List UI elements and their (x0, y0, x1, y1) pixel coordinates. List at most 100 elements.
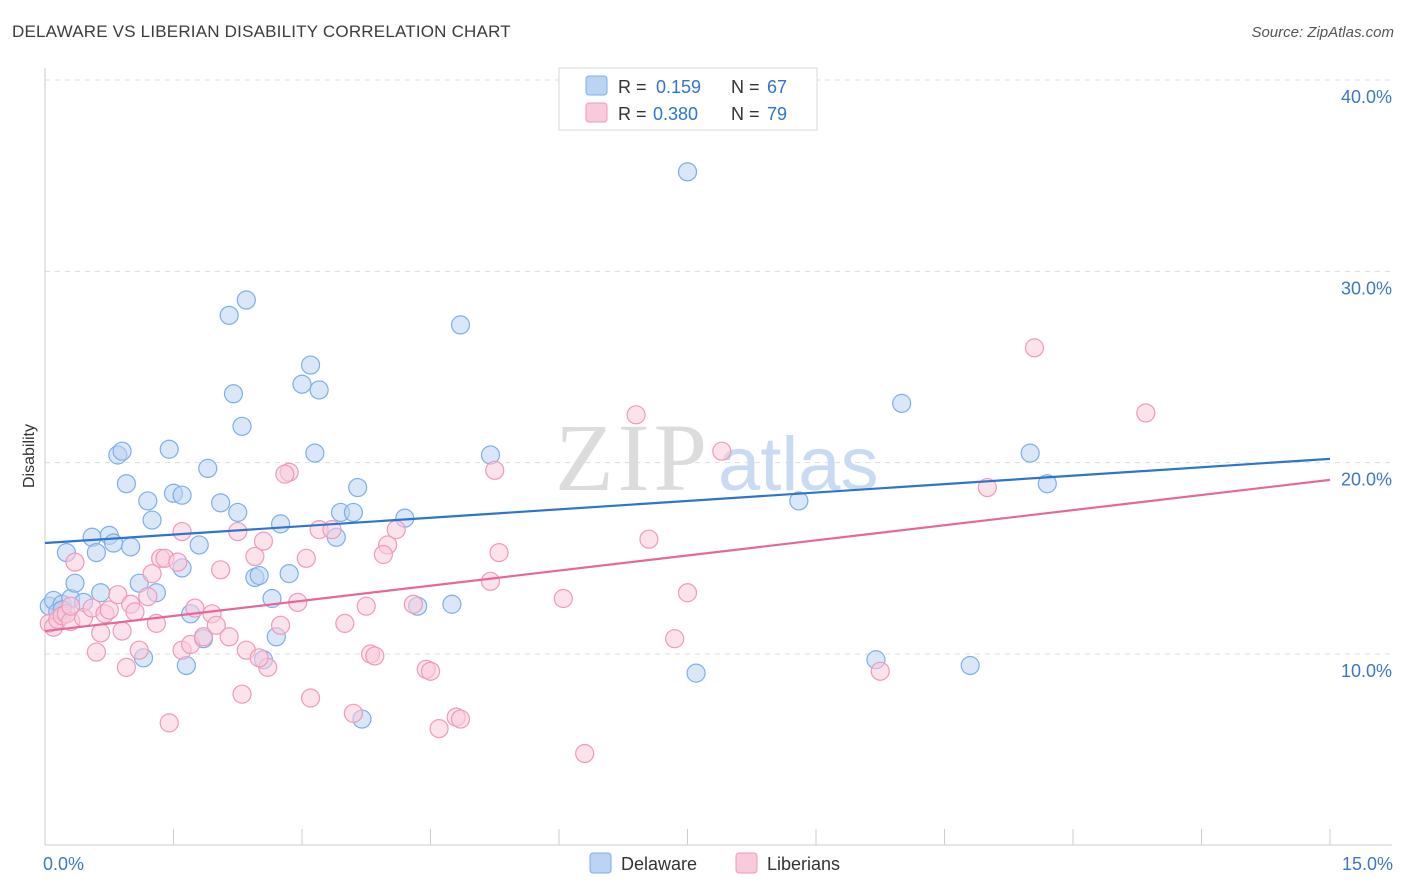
liberians-point-31 (206, 615, 226, 635)
gridlines (45, 79, 1392, 655)
delaware-point-17 (129, 573, 149, 593)
liberians-point-66 (665, 629, 685, 649)
y-tick-label-1: 20.0% (1341, 470, 1392, 490)
liberians-point-59 (450, 709, 471, 729)
liberians-point-9 (86, 642, 107, 662)
liberians-point-51 (365, 646, 385, 666)
y-axis-label: Disability (21, 424, 38, 488)
legend-n-label-delaware: N = (731, 77, 760, 97)
delaware-point-55 (442, 594, 462, 614)
delaware-point-22 (159, 439, 179, 459)
liberians-point-19 (138, 586, 158, 607)
bottom-legend-swatch-delaware (589, 852, 612, 874)
y-tick-label-3: 40.0% (1341, 87, 1392, 107)
delaware-point-14 (112, 441, 132, 461)
x-tick-labels: 0.0% 15.0% (43, 854, 1393, 874)
liberians-point-60 (480, 571, 501, 591)
liberians-point-32 (211, 560, 231, 580)
delaware-point-47 (309, 380, 329, 400)
delaware-point-30 (198, 458, 218, 479)
delaware-point-20 (142, 510, 162, 530)
delaware-point-12 (103, 533, 124, 553)
liberians-point-44 (300, 688, 321, 708)
delaware-point-62 (892, 393, 912, 413)
delaware-point-52 (348, 477, 368, 498)
liberians-point-35 (232, 684, 252, 704)
liberians-point-20 (142, 564, 162, 584)
liberians-point-72 (1136, 403, 1156, 423)
delaware-point-50 (343, 502, 363, 523)
liberians-point-61 (489, 542, 509, 563)
delaware-point-6 (65, 573, 85, 593)
liberians-point-38 (253, 531, 274, 551)
liberians-point-33 (219, 627, 239, 647)
liberians-point-37 (245, 546, 265, 567)
legend-r-value-liberians: 0.380 (653, 104, 698, 124)
liberians-point-78 (61, 596, 81, 616)
liberians-point-24 (168, 552, 188, 572)
legend-r-value-delaware: 0.159 (656, 77, 701, 97)
delaware-point-16 (121, 537, 141, 557)
liberians-point-25 (172, 521, 192, 542)
liberians-point-15 (116, 657, 136, 677)
liberians-point-73 (575, 743, 595, 764)
liberians-point-54 (403, 594, 423, 614)
legend-swatch-liberians (585, 102, 608, 123)
liberians-point-29 (193, 627, 214, 647)
correlation-legend: R = 0.159 N = 67 R = 0.380 N = 79 (558, 67, 818, 131)
y-tick-label-2: 30.0% (1341, 278, 1392, 298)
delaware-point-42 (270, 514, 291, 534)
legend-r-label-liberians: R = (618, 104, 647, 124)
liberians-point-10 (91, 623, 111, 643)
chart-title: DELAWARE VS LIBERIAN DISABILITY CORRELAT… (12, 22, 511, 41)
liberians-point-67 (677, 583, 698, 603)
delaware-point-24 (172, 485, 192, 505)
delaware-point-58 (677, 162, 698, 182)
delaware-point-28 (189, 535, 209, 555)
liberians-point-23 (159, 713, 179, 733)
delaware-point-9 (86, 542, 107, 563)
liberians-point-17 (125, 602, 145, 622)
liberians-point-57 (429, 719, 449, 739)
liberians-point-43 (296, 548, 316, 568)
liberians-point-71 (1024, 338, 1045, 358)
delaware-point-56 (450, 315, 471, 335)
delaware-point-46 (305, 443, 325, 463)
series-legend: Delaware Liberians (589, 852, 840, 874)
delaware-trend-line (44, 457, 1331, 545)
x-tick-label-0: 0.0% (43, 854, 84, 874)
liberians-point-70 (977, 477, 997, 498)
liberians-trend-line (44, 478, 1331, 633)
delaware-point-19 (138, 491, 158, 511)
liberians-point-14 (112, 621, 132, 641)
liberians-point-75 (373, 544, 393, 565)
bottom-legend-swatch-liberians (735, 852, 758, 874)
bottom-legend-label-delaware: Delaware (621, 854, 697, 874)
liberians-point-64 (626, 405, 646, 425)
legend-swatch-delaware (585, 75, 608, 96)
delaware-point-36 (236, 290, 256, 310)
liberians-point-62 (485, 460, 505, 480)
delaware-point-33 (223, 384, 244, 404)
liberians-point-69 (870, 661, 890, 681)
liberians-point-6 (65, 552, 85, 572)
liberians-point-53 (386, 520, 406, 540)
liberians-point-40 (270, 615, 291, 635)
delaware-point-45 (300, 355, 321, 375)
delaware-point-15 (116, 474, 136, 494)
delaware-point-32 (219, 305, 239, 325)
liberians-point-18 (129, 640, 149, 660)
delaware-point-64 (1020, 443, 1040, 463)
delaware-point-44 (292, 374, 312, 394)
liberians-point-63 (553, 588, 573, 609)
legend-n-label-liberians: N = (731, 104, 760, 124)
delaware-point-59 (686, 663, 706, 683)
bottom-legend-label-liberians: Liberians (767, 854, 840, 874)
liberians-point-56 (420, 661, 441, 681)
delaware-point-31 (211, 493, 231, 513)
delaware-point-43 (279, 564, 299, 584)
y-tick-label-0: 10.0% (1341, 661, 1392, 681)
delaware-point-60 (789, 491, 809, 511)
liberians-point-48 (343, 703, 363, 723)
